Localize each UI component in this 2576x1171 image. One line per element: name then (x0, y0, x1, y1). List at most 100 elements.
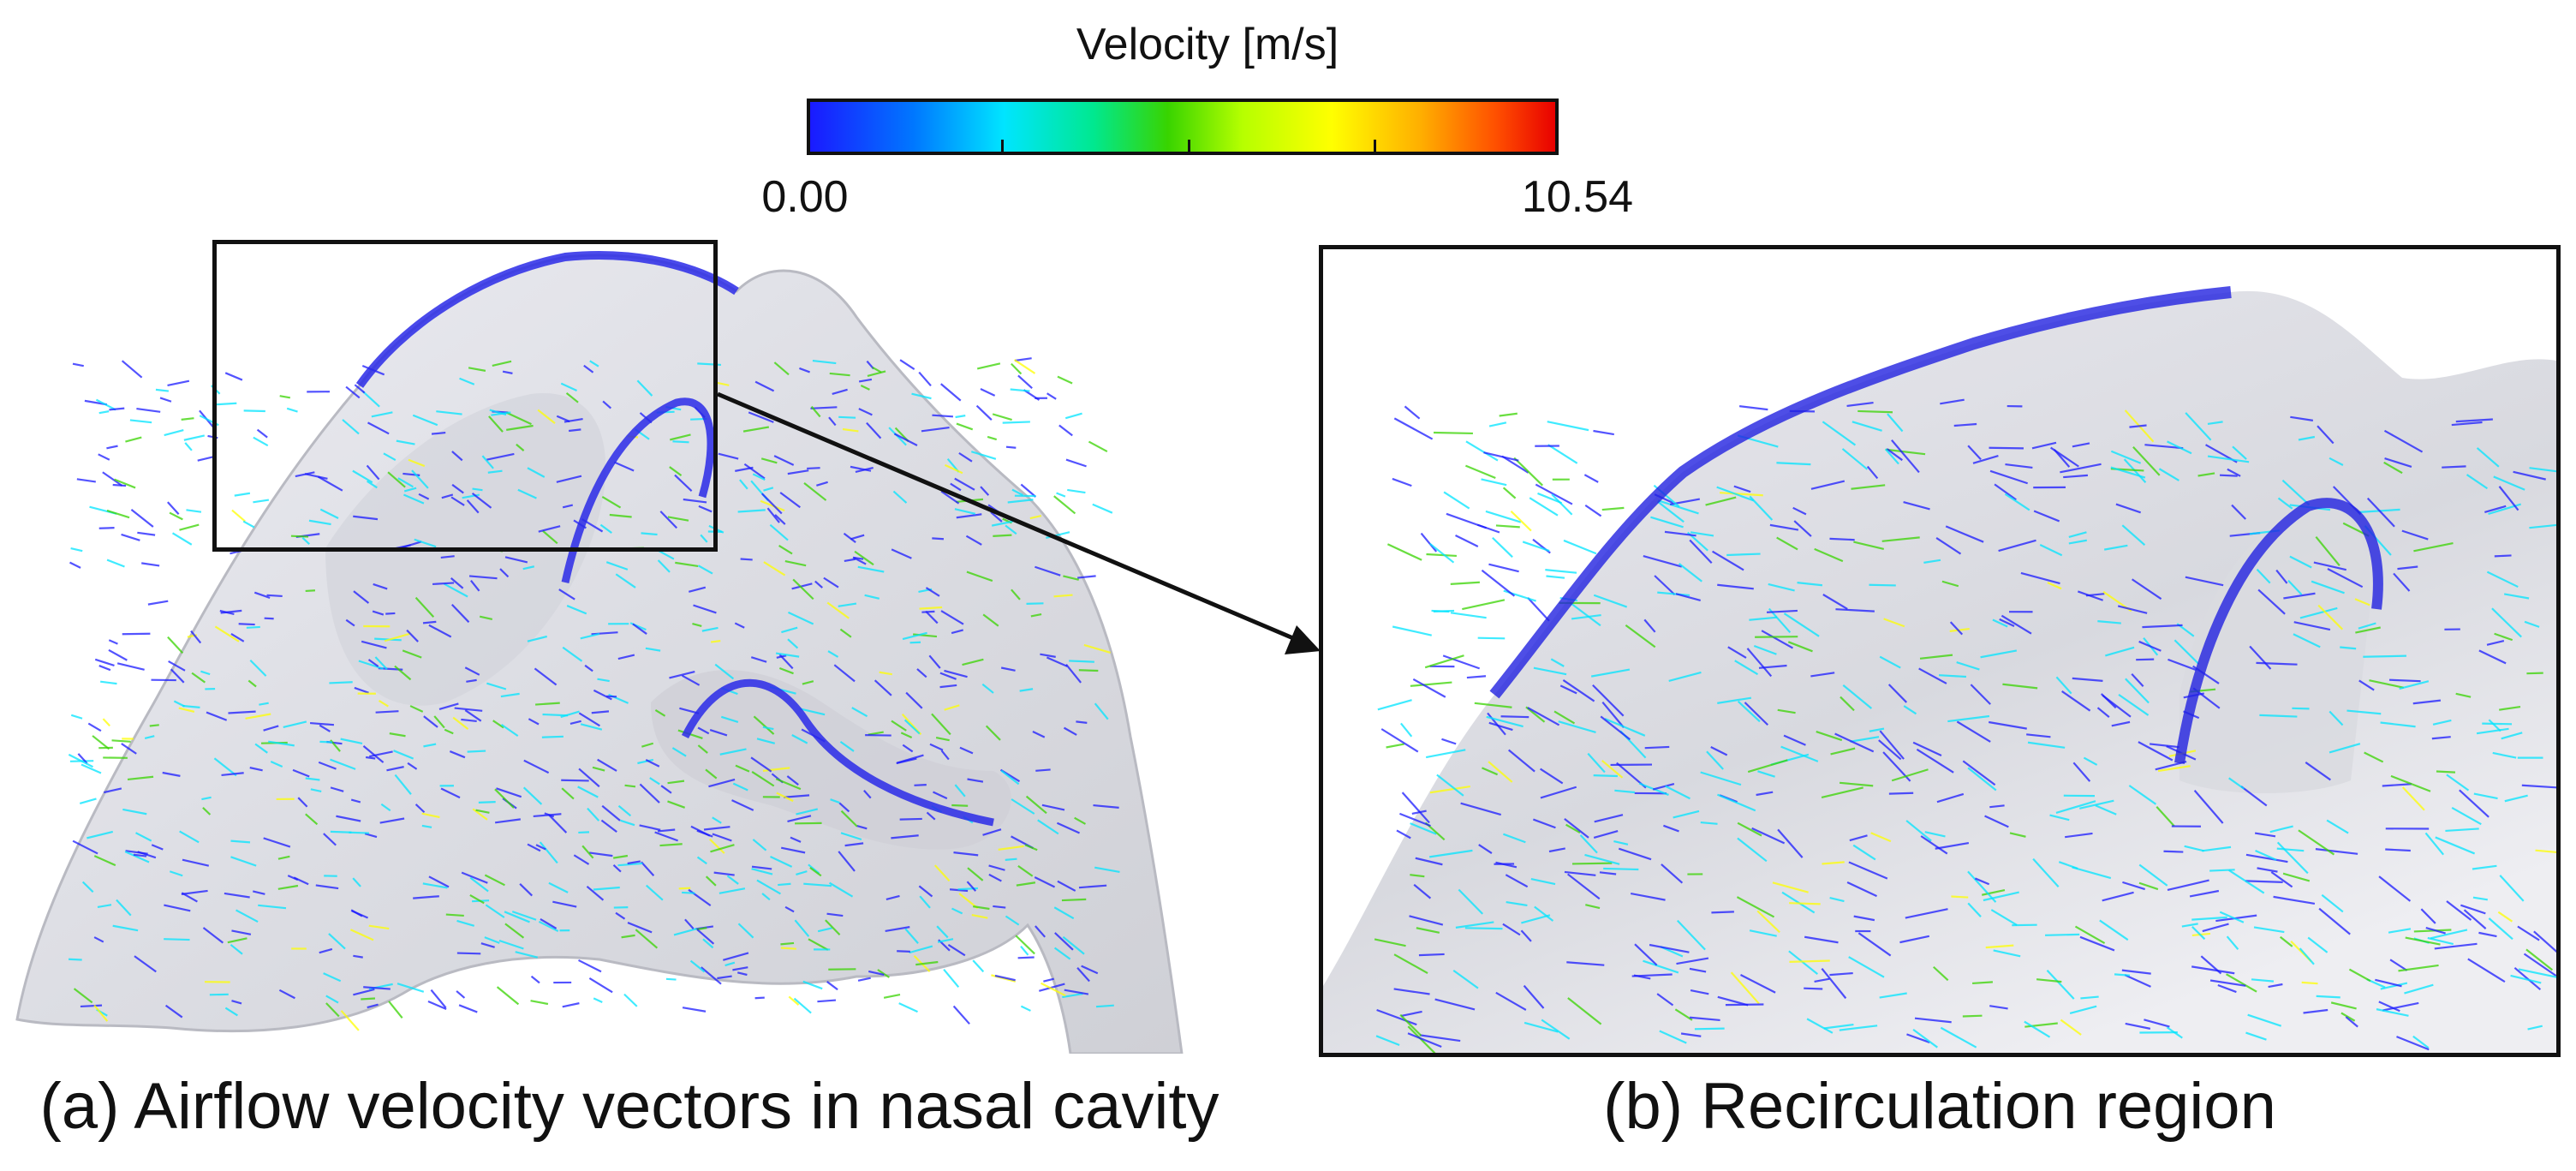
velocity-vector (340, 1010, 360, 1031)
velocity-vector (2009, 832, 2026, 838)
velocity-vector (418, 493, 430, 500)
velocity-vector (2189, 889, 2220, 898)
velocity-vector (98, 453, 110, 461)
velocity-vector (1481, 478, 1507, 487)
velocity-vector (1783, 612, 1820, 637)
velocity-vector (1753, 644, 1777, 655)
velocity-vector (2494, 632, 2513, 642)
velocity-vector (2382, 783, 2412, 787)
velocity-vector (1425, 749, 1466, 759)
velocity-vector (1010, 388, 1030, 392)
velocity-vector (124, 851, 150, 863)
velocity-vector (170, 668, 185, 684)
velocity-vector (374, 656, 388, 671)
velocity-vector (943, 968, 960, 988)
velocity-vector (361, 640, 387, 649)
velocity-vector (363, 986, 391, 990)
velocity-vector (1711, 911, 1734, 914)
velocity-vector (562, 1002, 580, 1008)
velocity-vector (1810, 672, 1835, 678)
velocity-vector (245, 713, 271, 720)
velocity-vector (726, 875, 739, 885)
velocity-vector (230, 856, 257, 867)
velocity-vector (256, 428, 268, 439)
velocity-vector (310, 788, 322, 793)
velocity-vector (304, 473, 328, 480)
velocity-vector (1452, 969, 1479, 989)
velocity-vector (2436, 770, 2456, 774)
velocity-vector (1744, 702, 1769, 726)
velocity-vector (104, 787, 122, 794)
velocity-vector (1465, 440, 1499, 462)
velocity-vector (1665, 785, 1690, 800)
velocity-vector (2290, 415, 2314, 421)
velocity-vector (1749, 616, 1778, 621)
velocity-vector (2005, 463, 2033, 469)
velocity-vector (1758, 664, 1787, 669)
velocity-vector (413, 895, 439, 899)
velocity-vector (134, 955, 157, 973)
velocity-vector (1839, 781, 1874, 787)
velocity-vector (2385, 848, 2411, 852)
velocity-vector (1936, 792, 1965, 804)
velocity-vector (422, 620, 437, 624)
velocity-vector (1375, 1035, 1400, 1046)
velocity-vector (992, 413, 1012, 421)
velocity-vector (469, 894, 485, 905)
velocity-vector (1661, 863, 1684, 884)
velocity-vector (92, 735, 110, 750)
velocity-vector (396, 439, 415, 445)
velocity-vector (2209, 869, 2235, 872)
velocity-vector (2031, 441, 2057, 450)
velocity-vector (2405, 936, 2441, 946)
velocity-vector (756, 738, 776, 744)
velocity-vector (1056, 821, 1081, 834)
velocity-vector (1466, 675, 1487, 679)
velocity-vector (1675, 593, 1702, 601)
velocity-vector (1011, 362, 1023, 375)
velocity-vector (402, 493, 425, 505)
velocity-vector (2313, 561, 2347, 571)
velocity-vector (2255, 850, 2277, 861)
velocity-vector (1057, 880, 1076, 892)
velocity-vector (70, 547, 83, 553)
velocity-vector (2131, 672, 2144, 688)
velocity-vector (697, 565, 713, 575)
velocity-vector (108, 639, 118, 645)
velocity-vector (1625, 624, 1656, 648)
velocity-vector (796, 808, 819, 816)
velocity-vector (828, 881, 854, 898)
velocity-vector (1062, 935, 1085, 955)
velocity-vector (449, 750, 466, 759)
velocity-vector (1990, 909, 2018, 926)
velocity-vector (388, 1001, 403, 1019)
velocity-vector (179, 523, 200, 531)
velocity-vector (481, 455, 494, 469)
velocity-vector (182, 704, 200, 708)
velocity-vector (167, 379, 190, 387)
velocity-vector (2046, 970, 2075, 1000)
velocity-vector (231, 929, 252, 935)
velocity-vector (1940, 398, 1965, 405)
velocity-vector (2138, 741, 2174, 762)
velocity-vector (693, 604, 717, 614)
velocity-vector (1567, 997, 1602, 1025)
velocity-vector (1506, 900, 1528, 907)
velocity-vector (430, 989, 447, 1009)
velocity-vector (1780, 745, 1819, 762)
velocity-vector (2383, 429, 2424, 453)
velocity-vector (1947, 714, 1990, 723)
velocity-vector (2303, 1008, 2329, 1014)
panel-a-caption: (a) Airflow velocity vectors in nasal ca… (39, 1070, 1219, 1143)
velocity-vector (1407, 1032, 1442, 1049)
velocity-vector (578, 768, 600, 788)
velocity-vector (2482, 722, 2513, 726)
velocity-vector (1429, 785, 1470, 794)
velocity-vector (69, 958, 82, 961)
velocity-vector (752, 839, 767, 851)
velocity-vector (1656, 500, 1685, 523)
velocity-vector (2121, 524, 2146, 547)
velocity-vector (1483, 451, 1519, 462)
velocity-vector (703, 826, 730, 831)
velocity-vector (1386, 543, 1422, 561)
